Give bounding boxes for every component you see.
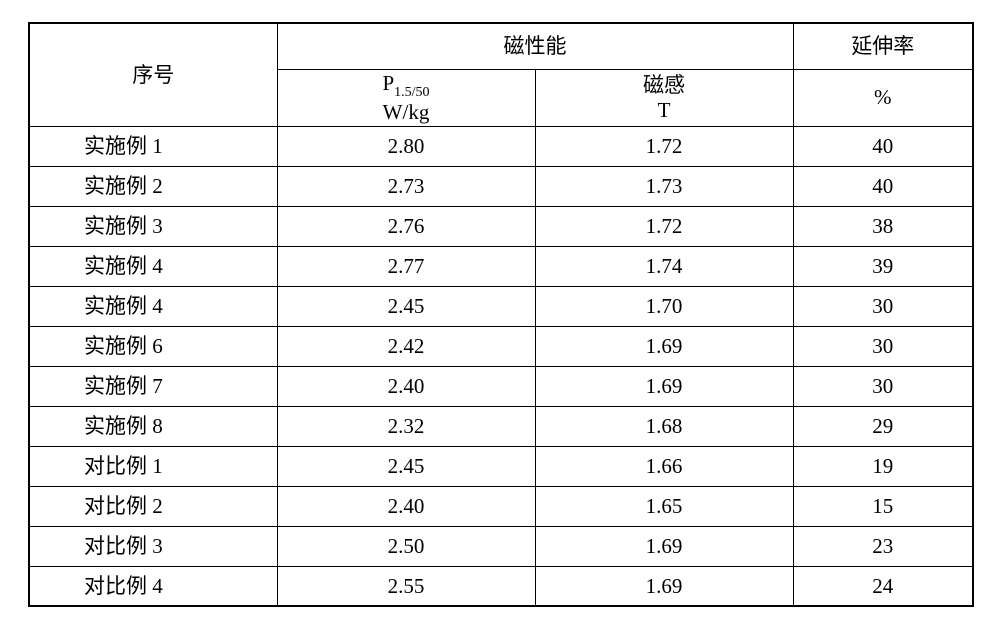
cell-seq: 实施例 1 — [29, 126, 277, 166]
cell-elongation: 30 — [793, 286, 973, 326]
cell-elongation: 15 — [793, 486, 973, 526]
cell-elongation: 40 — [793, 126, 973, 166]
cell-p-loss: 2.32 — [277, 406, 535, 446]
cell-magnetic-induction: 1.66 — [535, 446, 793, 486]
cell-elongation: 38 — [793, 206, 973, 246]
table-row: 实施例 22.731.7340 — [29, 166, 973, 206]
table-row: 实施例 42.771.7439 — [29, 246, 973, 286]
table-row: 实施例 42.451.7030 — [29, 286, 973, 326]
cell-p-loss: 2.45 — [277, 446, 535, 486]
cell-p-loss: 2.40 — [277, 486, 535, 526]
header-row-1: 序号 磁性能 延伸率 — [29, 23, 973, 69]
cell-seq: 实施例 3 — [29, 206, 277, 246]
cell-seq: 实施例 2 — [29, 166, 277, 206]
cell-magnetic-induction: 1.69 — [535, 526, 793, 566]
cell-magnetic-induction: 1.74 — [535, 246, 793, 286]
cell-seq: 实施例 6 — [29, 326, 277, 366]
header-magnetic-props: 磁性能 — [277, 23, 793, 69]
cell-p-loss: 2.76 — [277, 206, 535, 246]
header-magnetic-induction: 磁感 T — [535, 69, 793, 126]
cell-seq: 实施例 8 — [29, 406, 277, 446]
cell-magnetic-induction: 1.72 — [535, 206, 793, 246]
table-row: 对比例 22.401.6515 — [29, 486, 973, 526]
table-row: 实施例 12.801.7240 — [29, 126, 973, 166]
header-elongation-unit: % — [793, 69, 973, 126]
p-unit: W/kg — [383, 100, 430, 124]
data-table: 序号 磁性能 延伸率 P1.5/50 W/kg 磁感 T % — [28, 22, 974, 607]
cell-seq: 实施例 4 — [29, 246, 277, 286]
cell-seq: 对比例 3 — [29, 526, 277, 566]
table-row: 实施例 82.321.6829 — [29, 406, 973, 446]
cell-seq: 实施例 7 — [29, 366, 277, 406]
cell-elongation: 23 — [793, 526, 973, 566]
cell-p-loss: 2.80 — [277, 126, 535, 166]
cell-elongation: 30 — [793, 326, 973, 366]
cell-magnetic-induction: 1.72 — [535, 126, 793, 166]
table-row: 实施例 72.401.6930 — [29, 366, 973, 406]
p-label-prefix: P — [382, 71, 394, 95]
table-row: 对比例 42.551.6924 — [29, 566, 973, 606]
cell-seq: 对比例 2 — [29, 486, 277, 526]
cell-p-loss: 2.55 — [277, 566, 535, 606]
page: 序号 磁性能 延伸率 P1.5/50 W/kg 磁感 T % — [0, 0, 1000, 634]
cell-magnetic-induction: 1.69 — [535, 566, 793, 606]
table-row: 实施例 62.421.6930 — [29, 326, 973, 366]
p-label-sub: 1.5/50 — [394, 85, 429, 100]
cell-elongation: 30 — [793, 366, 973, 406]
table-header: 序号 磁性能 延伸率 P1.5/50 W/kg 磁感 T % — [29, 23, 973, 126]
table-body: 实施例 12.801.7240实施例 22.731.7340实施例 32.761… — [29, 126, 973, 606]
cell-p-loss: 2.50 — [277, 526, 535, 566]
header-seq: 序号 — [29, 23, 277, 126]
cell-p-loss: 2.42 — [277, 326, 535, 366]
cell-magnetic-induction: 1.69 — [535, 326, 793, 366]
cell-elongation: 19 — [793, 446, 973, 486]
cell-magnetic-induction: 1.70 — [535, 286, 793, 326]
cell-seq: 对比例 1 — [29, 446, 277, 486]
cell-p-loss: 2.73 — [277, 166, 535, 206]
cell-magnetic-induction: 1.65 — [535, 486, 793, 526]
cell-p-loss: 2.77 — [277, 246, 535, 286]
cell-magnetic-induction: 1.69 — [535, 366, 793, 406]
header-elongation: 延伸率 — [793, 23, 973, 69]
cell-seq: 对比例 4 — [29, 566, 277, 606]
ci-label: 磁感 — [643, 73, 685, 97]
table-row: 对比例 32.501.6923 — [29, 526, 973, 566]
cell-magnetic-induction: 1.68 — [535, 406, 793, 446]
cell-p-loss: 2.40 — [277, 366, 535, 406]
cell-elongation: 39 — [793, 246, 973, 286]
table-row: 对比例 12.451.6619 — [29, 446, 973, 486]
cell-elongation: 29 — [793, 406, 973, 446]
cell-magnetic-induction: 1.73 — [535, 166, 793, 206]
cell-seq: 实施例 4 — [29, 286, 277, 326]
cell-p-loss: 2.45 — [277, 286, 535, 326]
header-p-loss: P1.5/50 W/kg — [277, 69, 535, 126]
cell-elongation: 40 — [793, 166, 973, 206]
table-row: 实施例 32.761.7238 — [29, 206, 973, 246]
ci-unit: T — [658, 98, 671, 122]
cell-elongation: 24 — [793, 566, 973, 606]
